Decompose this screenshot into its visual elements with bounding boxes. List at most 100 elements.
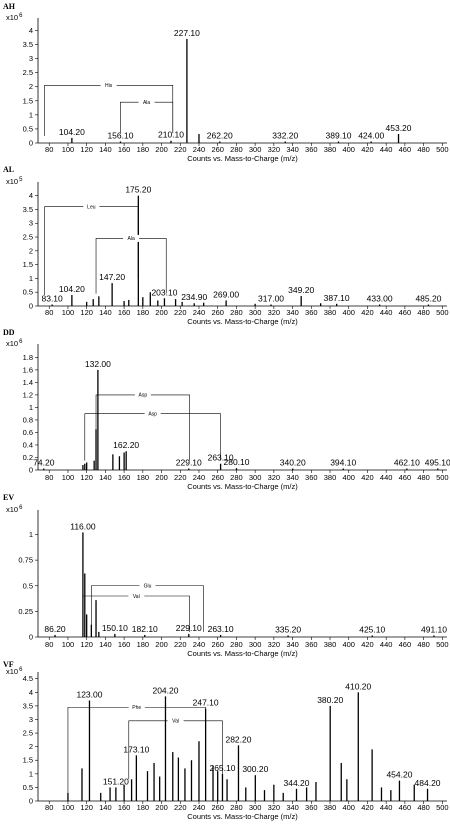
x-tick-label: 440: [380, 803, 393, 812]
peak-label: 123.00: [76, 689, 102, 699]
y-scale-exponent: x106: [6, 13, 23, 22]
peak-label: 173.10: [123, 744, 149, 754]
x-tick-label: 100: [62, 145, 75, 154]
annotation-label: Ala: [143, 100, 150, 106]
peak-label: 262.20: [207, 131, 233, 141]
annotation-label: Phe: [132, 705, 141, 711]
x-tick-label: 180: [137, 308, 150, 317]
x-tick-label: 280: [230, 308, 243, 317]
peak-label: 175.20: [125, 185, 151, 195]
x-axis-label: Counts vs. Mass-to-Charge (m/z): [187, 482, 298, 491]
x-tick-label: 80: [45, 308, 53, 317]
annotation-label: Asp: [139, 393, 148, 399]
panel-label: EV: [3, 493, 14, 502]
x-axis-label: Counts vs. Mass-to-Charge (m/z): [187, 812, 298, 821]
x-tick-label: 420: [361, 640, 374, 649]
x-tick-label: 260: [211, 473, 224, 482]
y-tick-label: 3: [29, 54, 33, 63]
peak-label: 147.20: [99, 272, 125, 282]
annotation-bracket: [120, 101, 174, 134]
peak-label: 282.20: [225, 734, 251, 744]
x-tick-label: 180: [137, 145, 150, 154]
peak-label: 491.10: [421, 625, 447, 635]
peak-label: 210.10: [158, 130, 184, 140]
peak-label: 300.20: [242, 764, 268, 774]
x-tick-label: 200: [155, 145, 168, 154]
panel-label: AL: [3, 165, 14, 174]
x-tick-label: 400: [342, 308, 355, 317]
panel-label: AH: [3, 2, 16, 11]
y-scale-exponent: x106: [6, 667, 23, 676]
x-tick-label: 320: [268, 145, 281, 154]
x-tick-label: 360: [305, 803, 318, 812]
x-tick-label: 360: [305, 473, 318, 482]
x-axis-label: Counts vs. Mass-to-Charge (m/z): [187, 154, 298, 163]
peak-label: 453.20: [386, 123, 412, 133]
y-tick-label: 1.5: [23, 96, 33, 105]
y-tick-label: 2.5: [23, 729, 33, 738]
x-tick-label: 260: [211, 803, 224, 812]
x-tick-label: 200: [155, 308, 168, 317]
peak-label: 495.10: [425, 458, 450, 468]
annotation-label-bg: [144, 410, 161, 418]
x-tick-label: 500: [436, 473, 449, 482]
x-tick-label: 480: [417, 308, 430, 317]
x-tick-label: 280: [230, 640, 243, 649]
y-tick-label: 1: [29, 530, 33, 539]
peak-label: 410.20: [345, 681, 371, 691]
x-tick-label: 460: [399, 640, 412, 649]
y-tick-label: 3: [29, 219, 33, 228]
x-tick-label: 140: [99, 145, 112, 154]
peak-label: 424.00: [358, 131, 384, 141]
y-tick-label: 4.5: [23, 674, 33, 683]
x-tick-label: 340: [286, 803, 299, 812]
annotation-bracket: [95, 238, 167, 294]
x-tick-label: 320: [268, 473, 281, 482]
peak-label: 116.00: [70, 521, 96, 531]
peak-label: 462.10: [394, 458, 420, 468]
x-axis-label: Counts vs. Mass-to-Charge (m/z): [187, 649, 298, 658]
peak-label: 344.20: [284, 778, 310, 788]
y-tick-label: 0: [29, 797, 33, 806]
x-tick-label: 380: [324, 308, 337, 317]
spectrum-panel-dd: DD x106 0 0.2 0.4 0.6 0.8 1 1.2 1.4 1.6 1.8 80 100 120…: [3, 328, 450, 491]
x-tick-label: 380: [324, 640, 337, 649]
x-tick-label: 220: [174, 640, 187, 649]
y-tick-label: 3.5: [23, 701, 33, 710]
annotation-label-bg: [100, 81, 117, 89]
x-tick-label: 140: [99, 640, 112, 649]
y-tick-label: 0.5: [23, 288, 33, 297]
annotation-label: Leu: [87, 204, 96, 210]
peak-label: 387.10: [324, 293, 350, 303]
peak-label: 335.20: [275, 625, 301, 635]
x-tick-label: 340: [286, 145, 299, 154]
x-tick-label: 80: [45, 640, 53, 649]
x-tick-label: 140: [99, 308, 112, 317]
x-tick-label: 320: [268, 803, 281, 812]
x-tick-label: 420: [361, 145, 374, 154]
x-tick-label: 300: [249, 640, 262, 649]
y-tick-label: 1.5: [23, 756, 33, 765]
x-tick-label: 200: [155, 640, 168, 649]
peak-label: 132.00: [85, 359, 111, 369]
x-tick-label: 300: [249, 308, 262, 317]
x-tick-label: 260: [211, 308, 224, 317]
peak-label: 204.20: [152, 685, 178, 695]
x-tick-label: 480: [417, 145, 430, 154]
peak-label: 263.10: [208, 624, 234, 634]
y-scale-exponent: x105: [6, 177, 23, 186]
annotation-label: Val: [172, 719, 179, 725]
x-tick-label: 260: [211, 640, 224, 649]
x-tick-label: 340: [286, 640, 299, 649]
y-tick-label: 1: [29, 403, 33, 412]
x-tick-label: 280: [230, 473, 243, 482]
y-tick-label: 2: [29, 82, 33, 91]
x-tick-label: 400: [342, 640, 355, 649]
x-tick-label: 100: [62, 308, 75, 317]
peak-label: 229.10: [176, 623, 202, 633]
annotation-label: Ala: [128, 236, 135, 242]
y-tick-label: 0.2: [23, 453, 33, 462]
y-tick-label: 1.5: [23, 260, 33, 269]
peak-label: 203.10: [151, 287, 177, 297]
